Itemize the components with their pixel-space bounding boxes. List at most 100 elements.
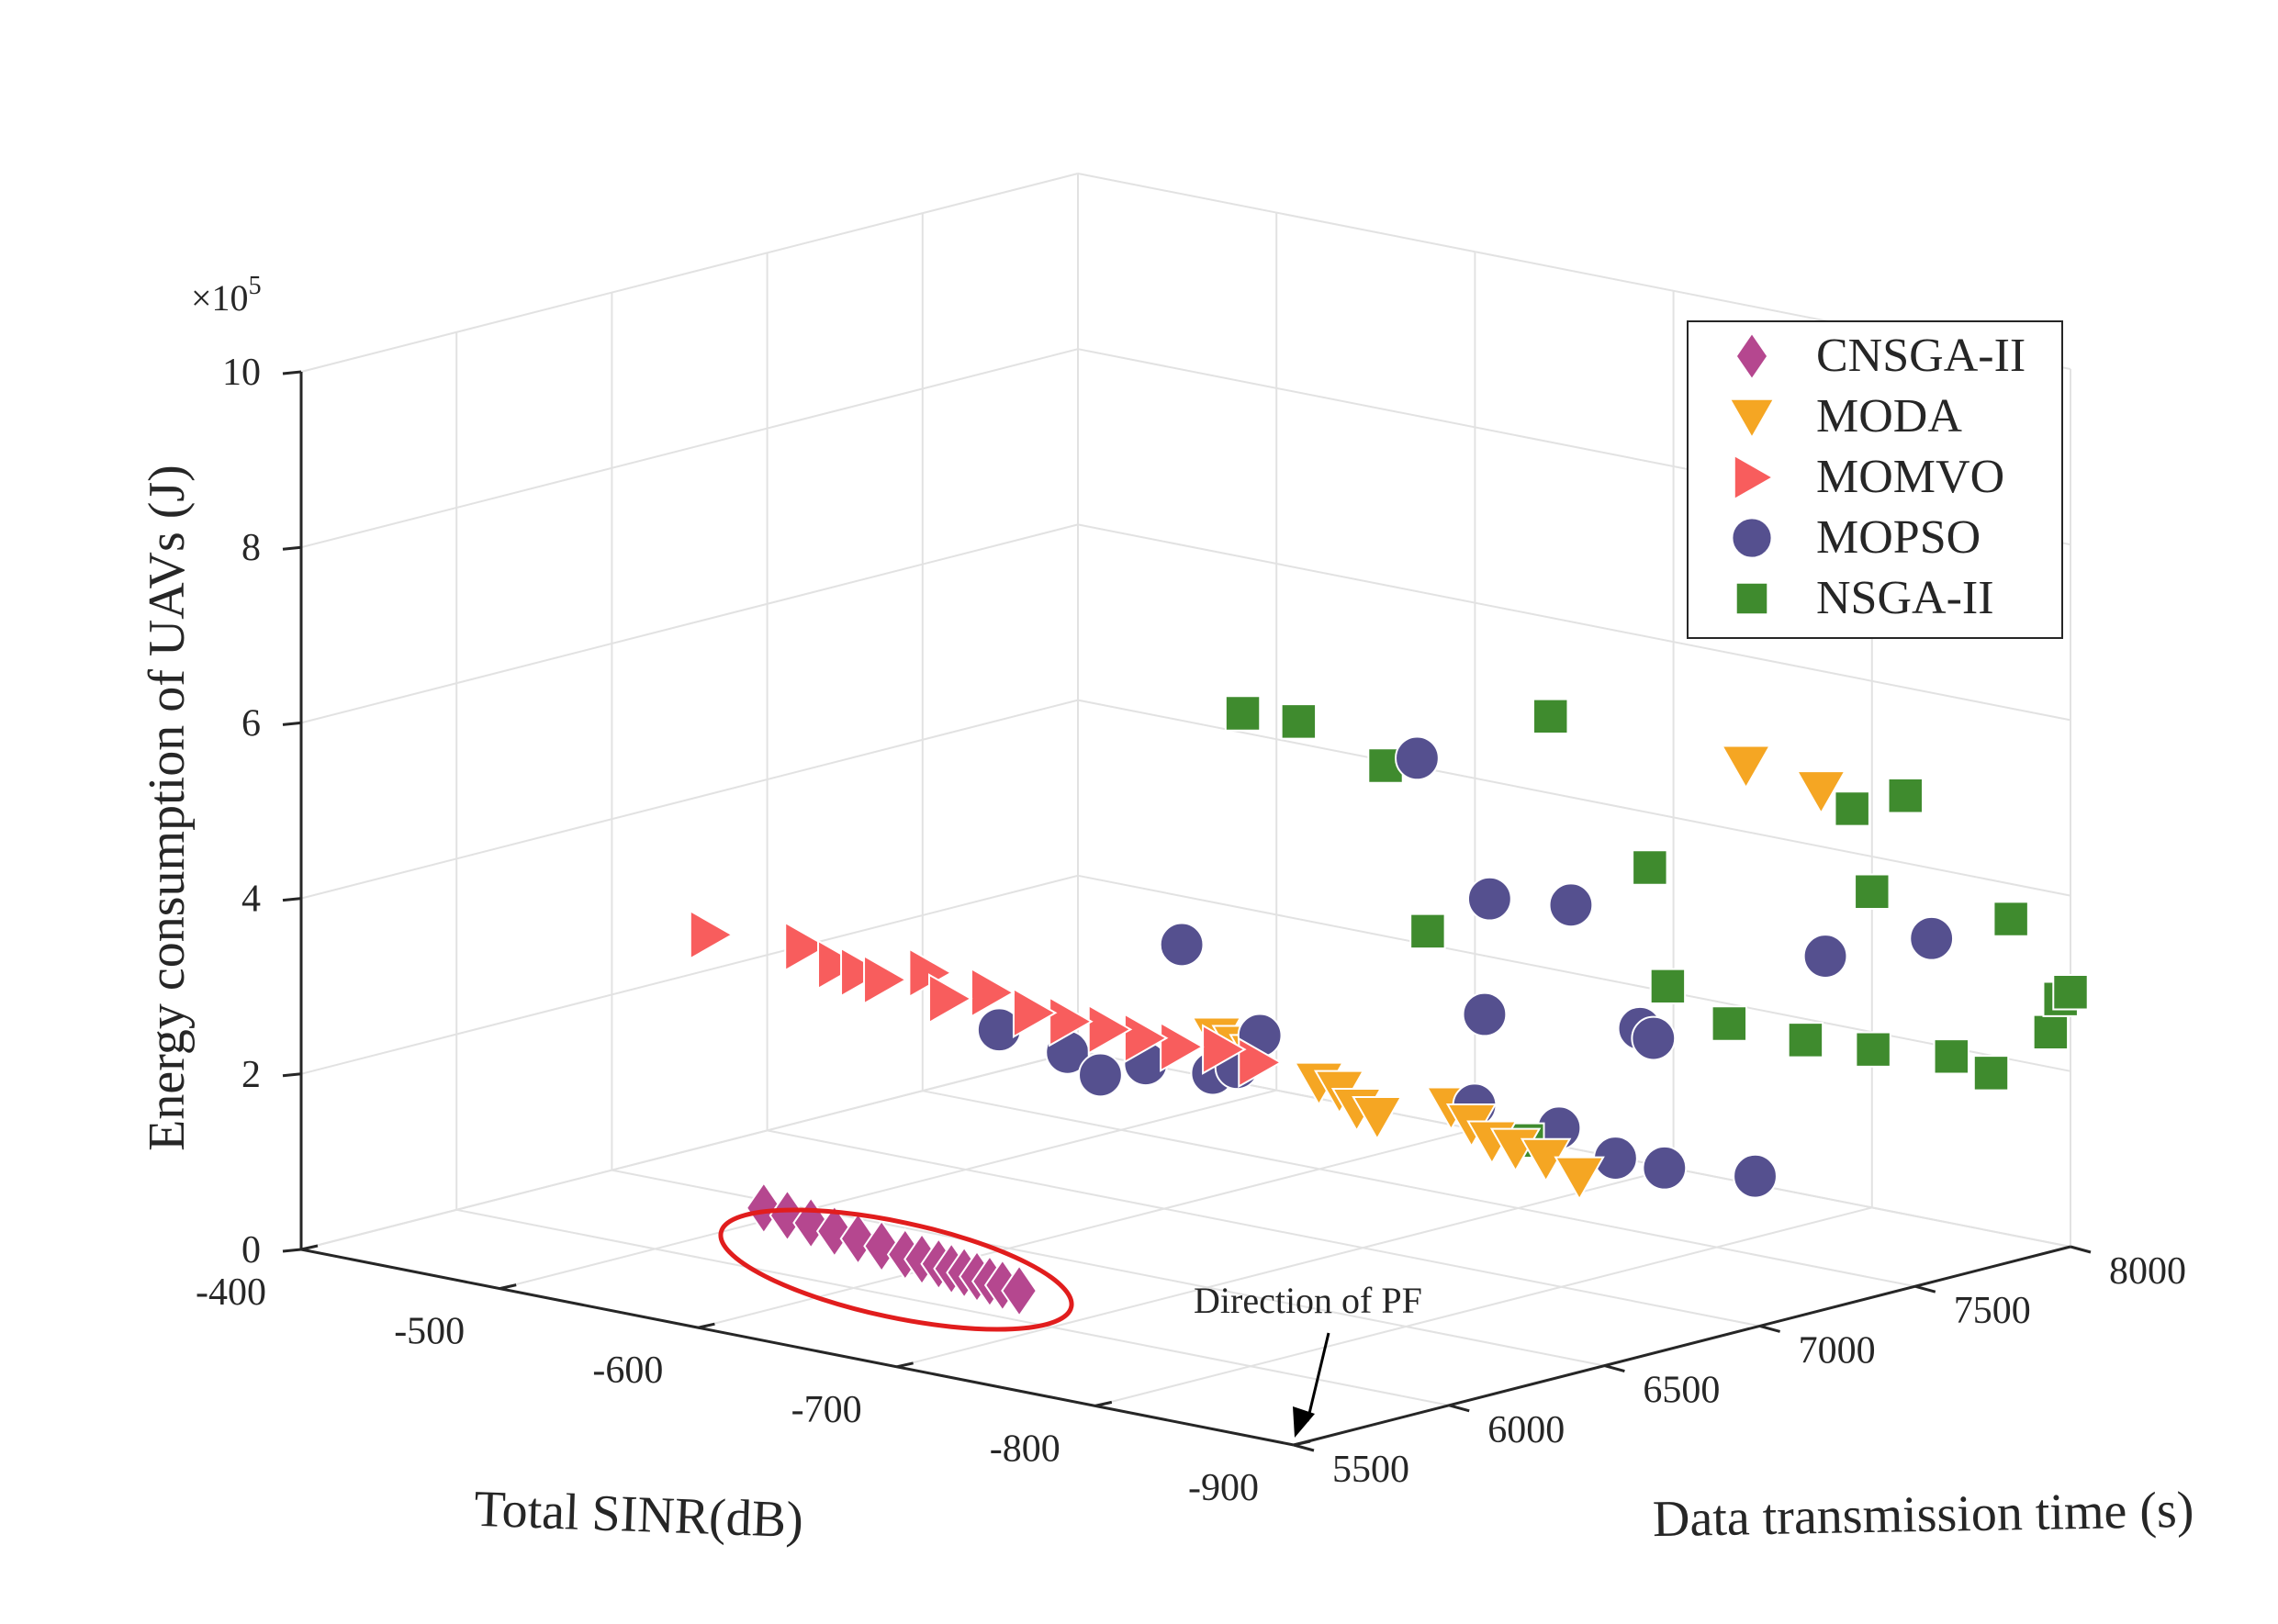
- data-point-mopso: [1733, 1153, 1778, 1199]
- legend-label: MOMVO: [1816, 451, 2004, 503]
- legend-marker: [1734, 581, 1769, 616]
- data-point-momvo: [1087, 1003, 1133, 1056]
- data-point-nsga-ii: [1649, 968, 1687, 1005]
- legend-marker: [1728, 398, 1776, 440]
- data-point-momvo: [817, 939, 862, 991]
- legend-label: CNSGA-II: [1816, 330, 2026, 382]
- z-tick-mark: [282, 721, 302, 726]
- grid-line: [300, 348, 1079, 549]
- y-tick-mark: [1293, 1443, 1315, 1452]
- marks-layer: [689, 492, 2089, 1318]
- data-point-momvo: [1160, 1021, 1205, 1072]
- data-point-mopso: [1909, 915, 1955, 961]
- data-point-moda: [1352, 1096, 1403, 1141]
- data-point-nsga-ii: [1367, 747, 1404, 784]
- data-point-momvo: [840, 946, 885, 998]
- data-point-nsga-ii: [1992, 901, 2029, 937]
- x-axis-line: [300, 1248, 1295, 1447]
- z-tick-label: 10: [222, 352, 261, 394]
- grid-line: [1077, 699, 2071, 897]
- y-axis-line: [1293, 1245, 2071, 1447]
- data-point-mopso: [1462, 991, 1508, 1037]
- data-point-nsga-ii: [1972, 1055, 2010, 1092]
- data-point-nsga-ii: [1834, 790, 1870, 827]
- data-point-moda: [1795, 770, 1847, 815]
- x-tick-mark: [896, 1361, 914, 1369]
- data-point-nsga-ii: [1224, 695, 1262, 732]
- pf-arrow-shaft: [1306, 1332, 1330, 1422]
- y-tick-mark: [1604, 1364, 1625, 1373]
- y-axis-title: Data transmission time (s): [1652, 1482, 2194, 1548]
- data-point-nsga-ii: [1787, 1022, 1824, 1058]
- x-axis-title: Total SINR(dB): [473, 1481, 803, 1549]
- x-tick-label: -400: [196, 1271, 266, 1314]
- y-tick-label: 6000: [1487, 1409, 1565, 1451]
- x-tick-label: -500: [394, 1311, 465, 1353]
- data-point-momvo: [1238, 1036, 1283, 1089]
- legend-label: MODA: [1816, 390, 1962, 442]
- pf-arrow-head: [1293, 1406, 1315, 1438]
- data-point-momvo: [970, 967, 1016, 1018]
- grid-line: [300, 874, 1079, 1075]
- y-tick-label: 8000: [2109, 1250, 2186, 1293]
- axes-layer: -400 -500 -600 -700 -800 -900 5500 6000 6500 7000…: [196, 352, 2186, 1509]
- z-axis-title: Energy consumption of UAVs (J): [139, 465, 196, 1151]
- data-point-mopso: [1802, 934, 1848, 979]
- data-point-nsga-ii: [1887, 778, 1924, 814]
- data-point-mopso: [1395, 735, 1440, 781]
- z-tick-label: 2: [241, 1054, 261, 1096]
- data-point-mopso: [1466, 876, 1512, 922]
- data-point-moda: [1720, 745, 1772, 790]
- grid-line: [922, 1090, 1915, 1288]
- data-point-moda: [1554, 1156, 1605, 1202]
- legend-marker: [1731, 517, 1773, 559]
- x-tick-mark: [1094, 1400, 1113, 1407]
- x-tick-mark: [698, 1322, 715, 1329]
- pf-highlight-ellipse: [718, 1207, 1074, 1332]
- data-point-nsga-ii: [1854, 873, 1891, 910]
- legend-label: MOPSO: [1816, 511, 1981, 564]
- z-tick-label: 4: [241, 879, 261, 921]
- y-tick-label: 7500: [1954, 1290, 2031, 1332]
- data-point-nsga-ii: [1280, 703, 1318, 740]
- data-point-nsga-ii: [2032, 1014, 2070, 1051]
- grid-line: [300, 699, 1079, 900]
- data-point-momvo: [1202, 1024, 1247, 1075]
- data-point-momvo: [1123, 1013, 1169, 1064]
- legend-marker: [1733, 454, 1775, 501]
- y-tick-label: 7000: [1799, 1329, 1876, 1372]
- y-tick-mark: [1914, 1284, 1936, 1294]
- data-point-nsga-ii: [1855, 1031, 1891, 1068]
- grid-line: [1077, 523, 2071, 722]
- y-tick-label: 5500: [1332, 1449, 1409, 1491]
- x-tick-label: -900: [1188, 1467, 1259, 1509]
- data-point-nsga-ii: [1532, 698, 1569, 735]
- grid-line: [456, 1208, 1450, 1406]
- x-tick-mark: [499, 1283, 517, 1291]
- data-point-momvo: [1012, 987, 1058, 1039]
- legend: CNSGA-II MODA MOMVO MOPSO NSGA-II: [1687, 320, 2063, 639]
- z-multiplier-exponent: 5: [249, 272, 262, 300]
- z-multiplier-label: ×105: [191, 272, 262, 319]
- z-tick-label: 8: [241, 527, 261, 569]
- x-tick-label: -800: [990, 1428, 1060, 1470]
- grid-line: [896, 1167, 1674, 1368]
- data-point-momvo: [1049, 996, 1094, 1047]
- data-point-nsga-ii: [1711, 1005, 1748, 1042]
- grid-line: [767, 1129, 1760, 1327]
- grid-line: [300, 173, 1079, 373]
- data-point-momvo: [928, 973, 973, 1025]
- data-point-mopso: [1159, 922, 1205, 968]
- data-point-nsga-ii: [1632, 849, 1668, 886]
- x-tick-label: -600: [592, 1350, 663, 1392]
- data-point-cnsga-ii: [815, 1204, 853, 1259]
- z-tick-mark: [282, 370, 302, 375]
- data-point-mopso: [1078, 1052, 1123, 1098]
- y-tick-mark: [1448, 1404, 1470, 1413]
- grid-line: [300, 1050, 1079, 1250]
- data-point-mopso: [1631, 1015, 1677, 1061]
- data-point-momvo: [784, 921, 829, 972]
- data-point-nsga-ii: [1409, 913, 1446, 950]
- z-tick-mark: [282, 1248, 302, 1253]
